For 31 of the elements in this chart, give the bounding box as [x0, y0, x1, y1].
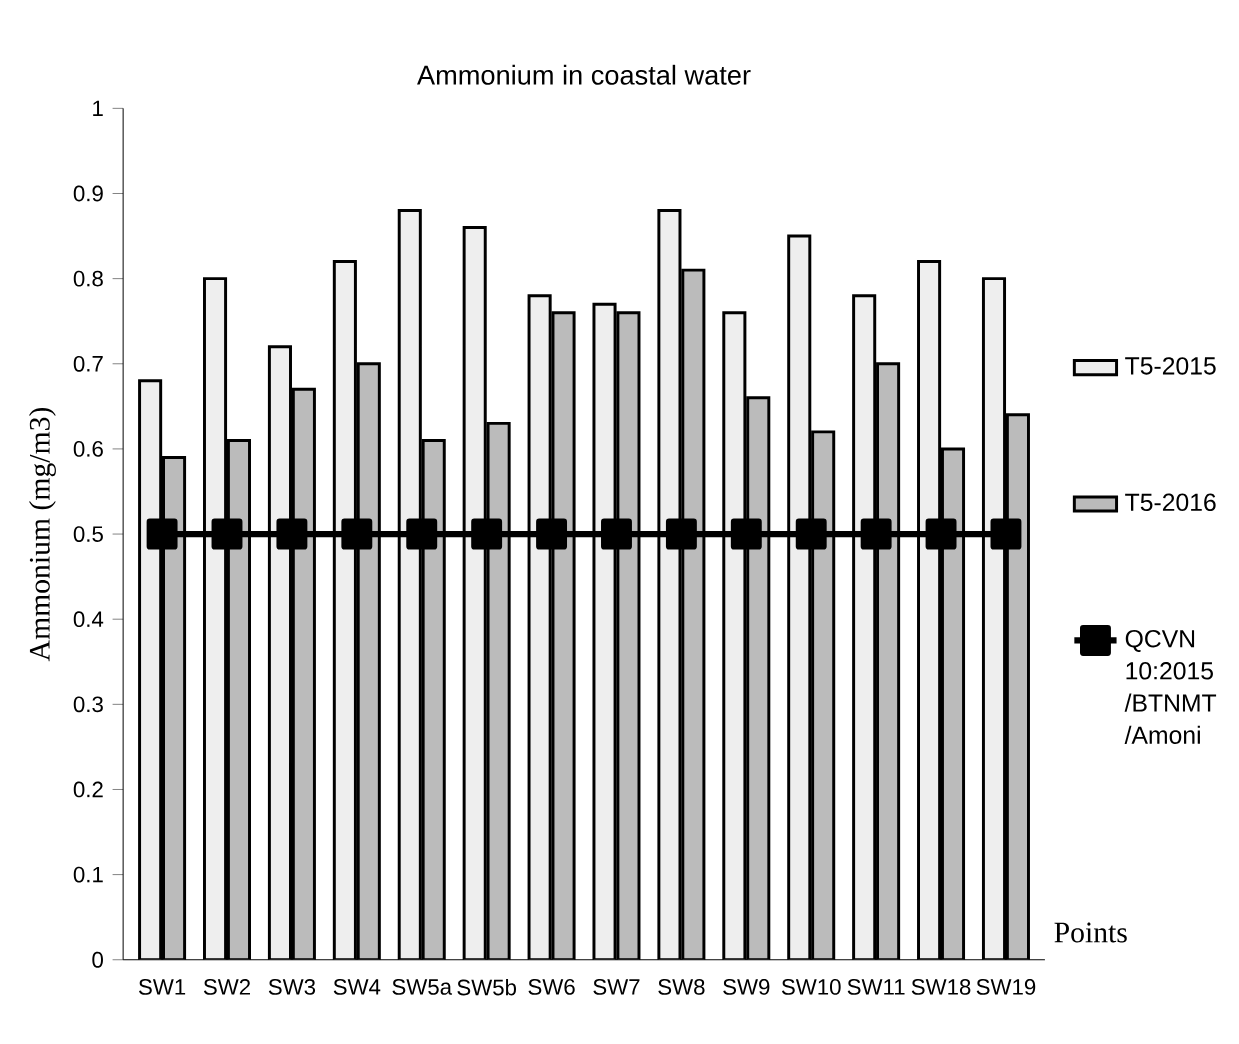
x-tick-label: SW3: [268, 978, 316, 995]
legend-label: T5-2016: [1125, 493, 1216, 511]
x-tick-label: SW11: [847, 978, 905, 995]
x-tick-label: SW5a: [392, 978, 453, 995]
y-tick-label: 0.6: [73, 440, 103, 457]
x-tick-label: SW10: [781, 978, 841, 995]
chart-title: Ammonium in coastal water: [417, 64, 751, 85]
y-tick-label: 0.2: [73, 781, 103, 798]
y-tick-label: 0: [92, 951, 103, 968]
y-axis-title: Ammonium (mg/m3): [28, 407, 56, 662]
y-tick-label: 0.4: [73, 611, 104, 627]
legend-label: T5-2015: [1125, 357, 1216, 375]
x-tick-label: SW18: [911, 978, 971, 995]
y-tick-label: 0.9: [73, 185, 103, 202]
y-tick-label: 0.8: [73, 270, 103, 287]
y-tick-label: 1: [93, 100, 103, 116]
legend-label: QCVN 10:2015 /BTNMT /Amoni: [1124, 629, 1217, 744]
x-axis-title: Points: [1054, 922, 1127, 943]
x-tick-label: SW9: [723, 978, 770, 995]
y-tick-label: 0.3: [73, 696, 103, 713]
y-tick-label: 0.7: [73, 355, 103, 372]
x-tick-label: SW6: [528, 978, 575, 995]
x-tick-label: SW1: [138, 978, 186, 995]
x-tick-label: SW4: [333, 978, 381, 995]
x-tick-label: SW7: [593, 978, 640, 995]
y-tick-label: 0.1: [73, 866, 103, 883]
x-tick-label: SW8: [658, 978, 705, 995]
x-tick-label: SW5b: [457, 978, 517, 996]
x-tick-label: SW2: [203, 978, 250, 995]
y-tick-label: 0.5: [73, 526, 103, 542]
x-tick-label: SW19: [976, 978, 1036, 995]
